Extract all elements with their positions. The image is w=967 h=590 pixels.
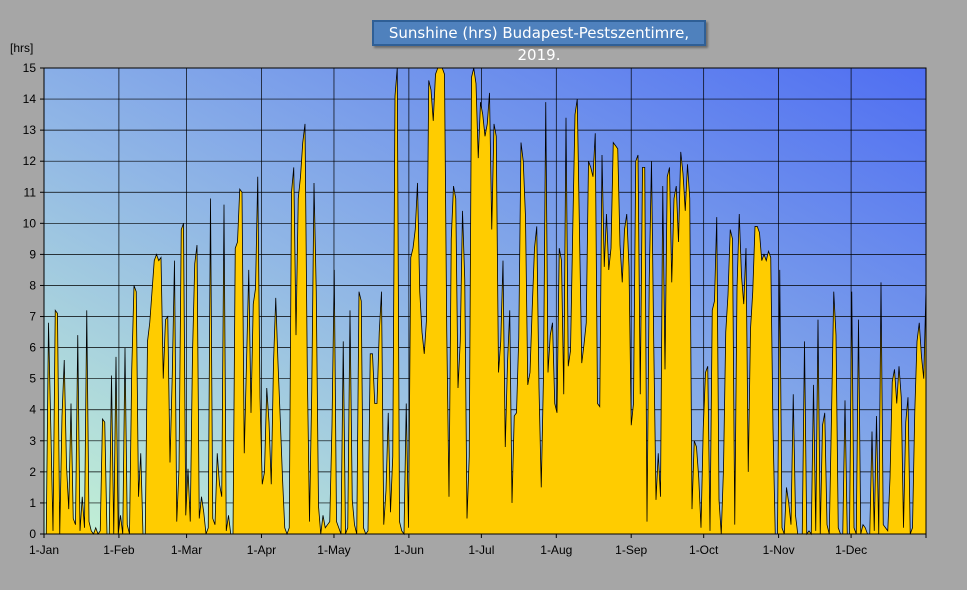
x-tick-label: 1-Feb: [103, 543, 135, 557]
x-tick-label: 1-Jan: [29, 543, 59, 557]
y-tick-label: 14: [23, 92, 37, 106]
y-tick-label: 2: [29, 465, 36, 479]
y-tick-label: 7: [29, 310, 36, 324]
plot-border: [43, 67, 927, 535]
x-tick-label: 1-Mar: [171, 543, 202, 557]
y-tick-label: 8: [29, 278, 36, 292]
y-tick-label: 4: [29, 403, 36, 417]
y-tick-label: 13: [23, 123, 37, 137]
y-tick-label: 15: [23, 61, 37, 75]
y-tick-label: 9: [29, 247, 36, 261]
sunshine-line: [44, 67, 927, 536]
x-tick-label: 1-Sep: [615, 543, 647, 557]
y-tick-label: 0: [29, 527, 36, 541]
y-axis-unit-label: [hrs]: [10, 41, 33, 55]
x-tick-label: 1-Oct: [689, 543, 719, 557]
x-tick-label: 1-Apr: [247, 543, 276, 557]
sunshine-area: [44, 68, 926, 534]
y-tick-label: 11: [24, 185, 37, 199]
y-tick-label: 3: [29, 434, 36, 448]
y-tick-label: 1: [29, 496, 36, 510]
chart-title: Sunshine (hrs) Budapest-Pestszentimre, 2…: [372, 20, 706, 64]
x-tick-label: 1-Dec: [835, 543, 867, 557]
x-tick-label: 1-May: [317, 543, 350, 557]
x-tick-label: 1-Aug: [540, 543, 572, 557]
y-tick-label: 5: [29, 372, 36, 386]
y-tick-label: 10: [23, 216, 37, 230]
y-tick-label: 6: [29, 341, 36, 355]
x-tick-label: 1-Nov: [763, 543, 795, 557]
x-tick-label: 1-Jul: [468, 543, 494, 557]
x-tick-label: 1-Jun: [394, 543, 424, 557]
y-tick-label: 12: [23, 154, 37, 168]
x-axis-ticks: 1-Jan 1-Feb 1-Mar 1-Apr 1-May 1-Jun 1-Jul 1-Aug…: [29, 534, 927, 557]
